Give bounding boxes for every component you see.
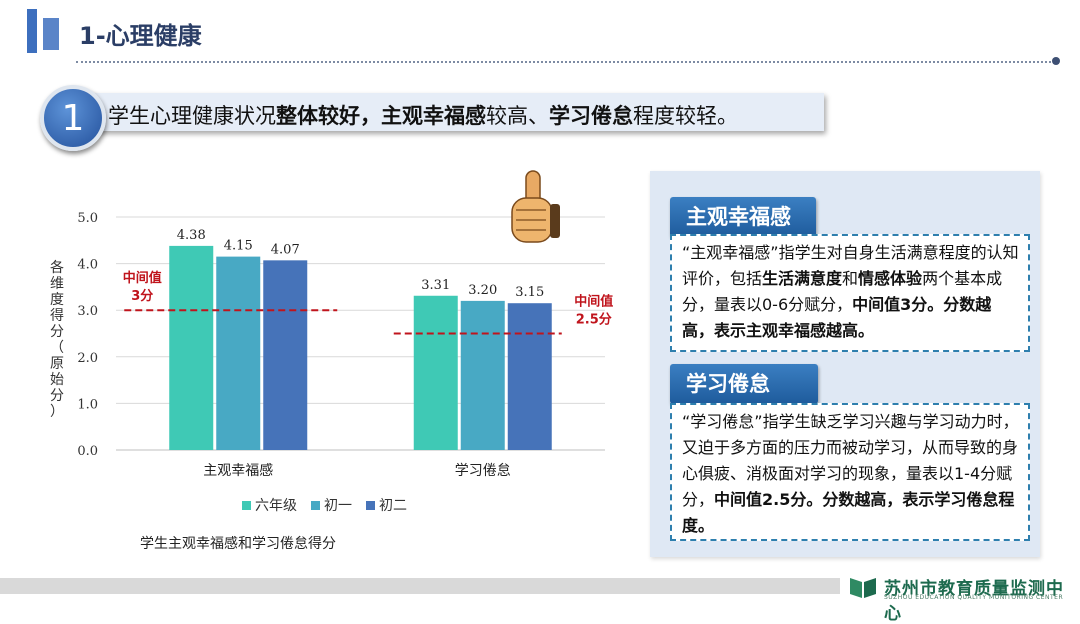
x-category-label: 学习倦怠 <box>455 463 511 479</box>
y-tick-label: 1.0 <box>77 397 98 412</box>
divider-dot <box>1052 57 1060 65</box>
data-label: 4.15 <box>224 239 253 254</box>
bar <box>460 300 505 450</box>
definition-part-bold: 中间值2.5分。分数越高，表示学习倦怠程度。 <box>682 490 1015 535</box>
y-axis-label: 各维度得分（原始分） <box>50 260 64 420</box>
x-category-label: 主观幸福感 <box>203 462 273 479</box>
y-tick-label: 4.0 <box>77 258 98 273</box>
data-label: 3.31 <box>421 278 450 293</box>
bar <box>263 260 308 450</box>
y-tick-label: 0.0 <box>77 444 98 459</box>
definition-part: 两个基本成分，量表以0-6分赋分， <box>682 269 1003 314</box>
legend-label: 初二 <box>379 497 407 514</box>
bar <box>507 303 552 450</box>
definition-part: “学习倦怠”指学生缺乏学习兴趣与学习动力时，又迫于多方面的压力而被动学习，从而导… <box>682 412 1019 509</box>
definition-tag-wellbeing: 主观幸福感 <box>670 197 816 237</box>
chart-title: 学生主观幸福感和学习倦怠得分 <box>140 535 336 552</box>
bar <box>413 295 458 450</box>
bar <box>169 245 214 450</box>
y-tick-label: 2.0 <box>77 351 98 366</box>
legend-label: 初一 <box>324 497 352 514</box>
definition-text-wellbeing: “主观幸福感”指学生对自身生活满意程度的认知评价，包括生活满意度和情感体验两个基… <box>670 234 1030 352</box>
summary-part: 程度较轻。 <box>633 104 738 128</box>
summary-part-bold: 整体较好，主观幸福感 <box>276 104 486 128</box>
book-logo-icon <box>850 578 876 598</box>
definition-part-bold: 生活满意度 <box>762 269 843 288</box>
data-label: 4.07 <box>271 242 300 257</box>
y-tick-label: 5.0 <box>77 211 98 226</box>
bar-chart: 4.38 4.15 4.07 3.31 3.20 3.15 中间值 3分 中间值 2.5分 0.… <box>50 170 613 552</box>
org-logo-subtitle: SUZHOU EDUCATION QUALITY MONITORING CENT… <box>884 594 1064 601</box>
legend-swatch <box>311 501 320 510</box>
summary-part: 学生心理健康状况 <box>108 104 276 128</box>
page-title: 1-心理健康 <box>79 22 202 50</box>
title-divider <box>76 61 1051 63</box>
data-label: 3.15 <box>515 285 544 300</box>
summary-banner <box>62 93 824 131</box>
data-label: 4.38 <box>177 228 206 243</box>
point-number-badge: 1 <box>40 85 106 151</box>
y-tick-label: 3.0 <box>77 304 98 319</box>
summary-part-bold: 学习倦怠 <box>549 104 633 128</box>
summary-text: 学生心理健康状况整体较好，主观幸福感较高、学习倦怠程度较轻。 <box>108 100 738 130</box>
title-accent-bar-secondary <box>43 18 59 50</box>
reference-label: 3分 <box>131 288 153 304</box>
definition-tag-burnout: 学习倦怠 <box>670 364 818 404</box>
definition-part-bold: 中间值3分。分数越高，表示主观幸福感越高。 <box>682 295 992 340</box>
definition-part: 和 <box>842 269 859 288</box>
bar <box>216 256 261 450</box>
legend-label: 六年级 <box>255 498 297 514</box>
definition-text-burnout: “学习倦怠”指学生缺乏学习兴趣与学习动力时，又迫于多方面的压力而被动学习，从而导… <box>670 403 1030 541</box>
footer-bar <box>0 578 840 594</box>
reference-label: 中间值 <box>574 294 613 310</box>
reference-label: 中间值 <box>123 270 162 286</box>
legend-swatch <box>366 501 375 510</box>
legend-swatch <box>242 501 251 510</box>
title-accent-bar <box>27 9 37 53</box>
thumbs-up-icon <box>511 170 560 243</box>
reference-label: 2.5分 <box>576 312 612 328</box>
data-label: 3.20 <box>468 283 497 298</box>
summary-part: 较高、 <box>486 104 549 128</box>
definition-part-bold: 情感体验 <box>858 269 923 288</box>
definition-part: “主观幸福感”指学生对自身生活满意程度的认知评价，包括 <box>682 243 1019 288</box>
